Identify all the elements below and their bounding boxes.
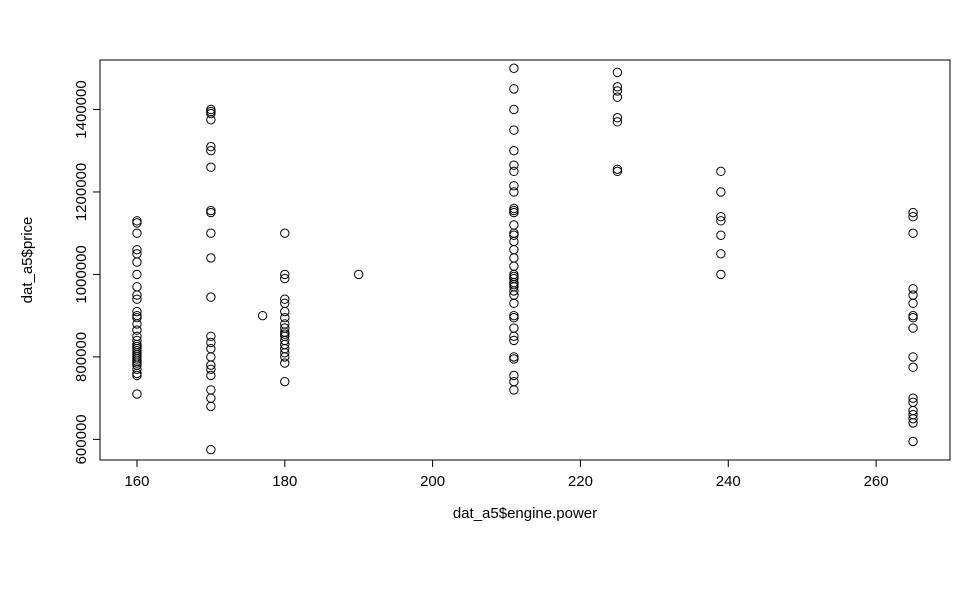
y-tick-label: 800000: [73, 332, 90, 382]
data-point: [354, 270, 362, 278]
data-point: [133, 258, 141, 266]
data-point: [909, 324, 917, 332]
data-point: [909, 437, 917, 445]
data-point: [909, 353, 917, 361]
data-point: [207, 206, 215, 214]
data-point: [909, 299, 917, 307]
data-point: [717, 167, 725, 175]
data-point: [281, 229, 289, 237]
data-point: [510, 231, 518, 239]
data-point: [510, 245, 518, 253]
data-point: [510, 355, 518, 363]
y-axis-label: dat_a5$price: [19, 217, 36, 304]
data-point: [510, 272, 518, 280]
x-tick-label: 240: [716, 473, 741, 490]
x-axis-label: dat_a5$engine.power: [453, 505, 597, 522]
data-point: [510, 353, 518, 361]
data-point: [510, 386, 518, 394]
data-point: [510, 126, 518, 134]
data-point: [510, 161, 518, 169]
data-point: [133, 229, 141, 237]
data-point: [133, 390, 141, 398]
x-tick-label: 160: [124, 473, 149, 490]
data-point: [613, 167, 621, 175]
x-tick-label: 220: [568, 473, 593, 490]
y-tick-label: 1400000: [73, 80, 90, 138]
data-point: [909, 229, 917, 237]
data-point: [281, 307, 289, 315]
data-point: [133, 270, 141, 278]
data-point: [510, 64, 518, 72]
x-tick-label: 180: [272, 473, 297, 490]
y-tick-label: 1000000: [73, 245, 90, 303]
x-tick-label: 260: [864, 473, 889, 490]
data-point: [717, 231, 725, 239]
data-point: [207, 254, 215, 262]
data-point: [510, 182, 518, 190]
data-point: [207, 353, 215, 361]
data-point: [281, 377, 289, 385]
data-point: [510, 254, 518, 262]
data-point: [717, 250, 725, 258]
scatter-chart: 160 180 200 220 240 260 600000 800000 1000000 120…: [0, 0, 978, 590]
data-point: [207, 163, 215, 171]
data-point: [510, 314, 518, 322]
x-tick-label: 200: [420, 473, 445, 490]
data-point: [133, 217, 141, 225]
data-point: [510, 324, 518, 332]
data-point: [909, 314, 917, 322]
data-point: [510, 206, 518, 214]
data-point: [258, 311, 266, 319]
data-point: [510, 311, 518, 319]
data-point: [717, 188, 725, 196]
data-point: [909, 311, 917, 319]
plot-frame: [100, 60, 950, 460]
data-point: [207, 208, 215, 216]
data-point: [207, 394, 215, 402]
data-point: [207, 402, 215, 410]
data-point: [510, 147, 518, 155]
y-tick-label: 1200000: [73, 163, 90, 221]
data-point: [207, 107, 215, 115]
y-tick-label: 600000: [73, 414, 90, 464]
data-point: [510, 221, 518, 229]
data-point: [207, 293, 215, 301]
data-point: [510, 371, 518, 379]
chart-svg: 160 180 200 220 240 260 600000 800000 1000000 120…: [0, 0, 978, 590]
data-point: [717, 270, 725, 278]
data-point: [207, 332, 215, 340]
data-point: [510, 299, 518, 307]
data-point: [133, 283, 141, 291]
data-point: [909, 285, 917, 293]
data-point: [207, 386, 215, 394]
data-point: [909, 363, 917, 371]
data-point: [510, 262, 518, 270]
data-point: [613, 165, 621, 173]
data-point: [133, 219, 141, 227]
data-point: [510, 85, 518, 93]
data-point: [510, 105, 518, 113]
data-point: [613, 68, 621, 76]
data-point: [207, 445, 215, 453]
data-point: [207, 229, 215, 237]
data-point: [510, 229, 518, 237]
